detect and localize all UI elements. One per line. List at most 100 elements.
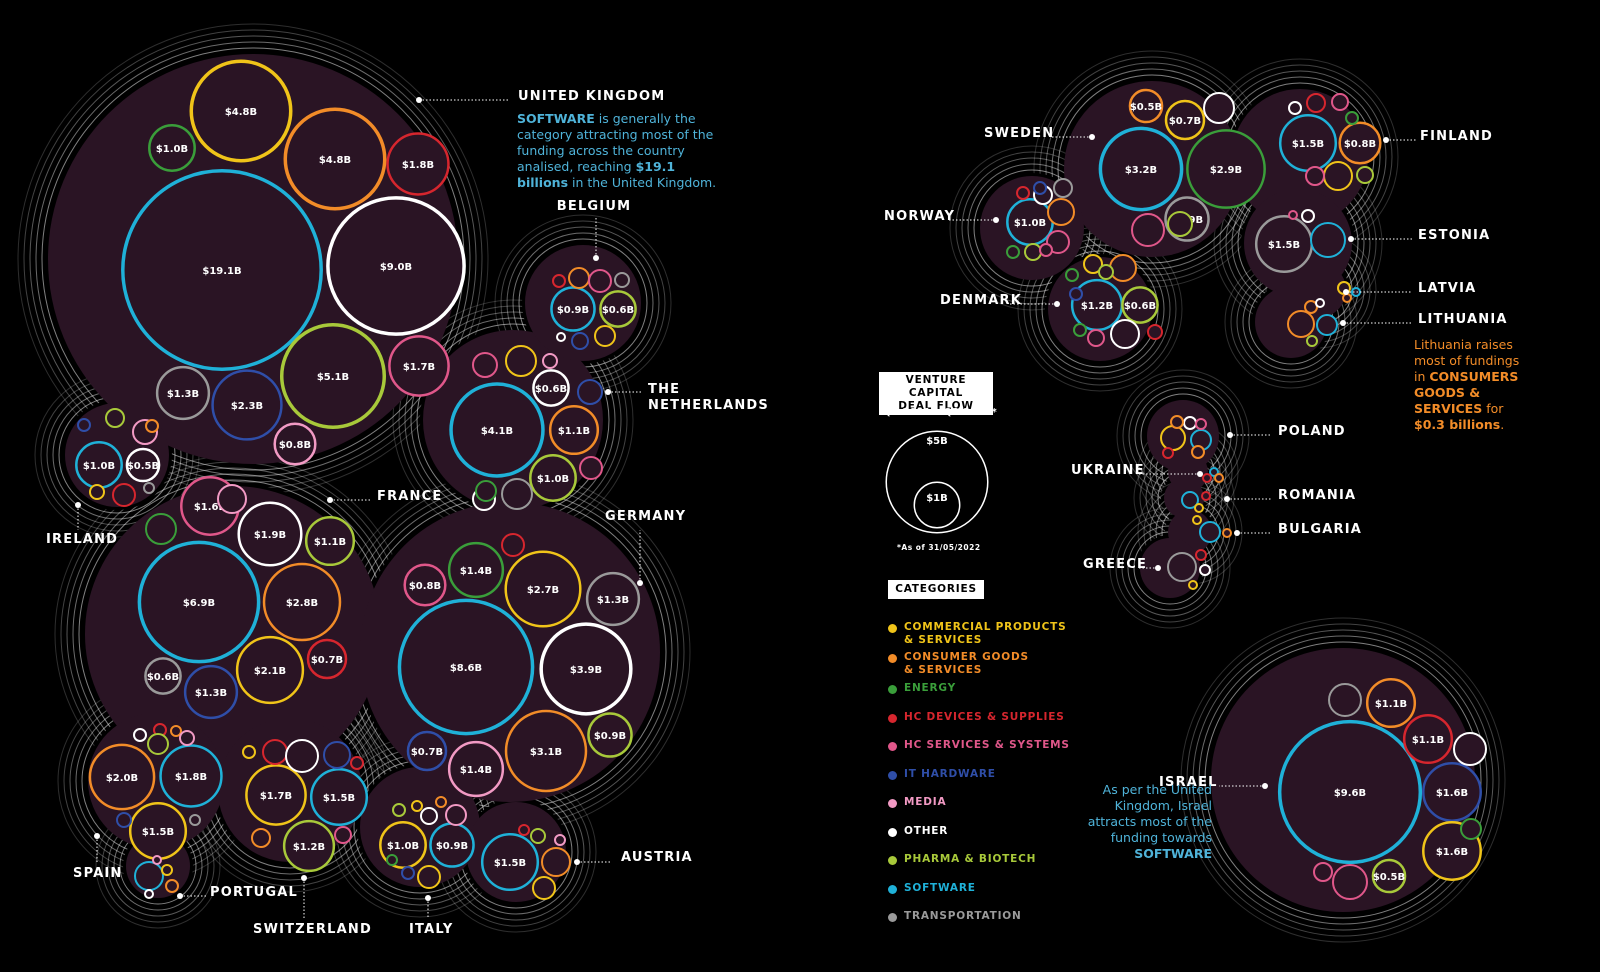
leader-dot	[1054, 301, 1060, 307]
bubble-consumer	[262, 562, 342, 642]
bubble-small-other	[285, 739, 319, 773]
country-label-austria: AUSTRIA	[621, 850, 693, 865]
bubble-small-hcdevices	[1162, 447, 1174, 459]
bubble-small-consumer	[1109, 254, 1137, 282]
bubble-small-commercial	[411, 800, 423, 812]
bubble-small-hcdevices	[1202, 473, 1212, 483]
bubble-small-hcservices	[1039, 243, 1053, 257]
country-label-estonia: ESTONIA	[1418, 228, 1490, 243]
legend-swatch-hcdevices	[888, 714, 897, 723]
leader-dot	[1224, 496, 1230, 502]
bubble-hcservices	[388, 335, 450, 397]
bubble-value-label: $0.9B	[594, 731, 626, 742]
bubble-value-label: $1.5B	[142, 827, 174, 838]
bubble-ithardware	[406, 730, 448, 772]
bubble-small-transport	[1053, 178, 1073, 198]
bubble-small-media	[554, 834, 566, 846]
bubble-small-hcservices	[1131, 213, 1165, 247]
bubble-value-label: $0.9B	[557, 305, 589, 316]
leader-dot	[301, 875, 307, 881]
country-label-united-kingdom: UNITED KINGDOM	[518, 89, 665, 104]
bubble-hcservices	[403, 563, 447, 607]
bubble-transport	[585, 571, 641, 627]
bubble-small-hcservices	[1332, 864, 1368, 900]
bubble-small-consumer	[1287, 310, 1315, 338]
bubble-value-label: $1.3B	[597, 595, 629, 606]
bubble-hcdevices	[306, 638, 348, 680]
bubble-small-energy	[386, 854, 398, 866]
bubble-software	[550, 286, 596, 332]
bubble-value-label: $1.1B	[314, 537, 346, 548]
bubble-small-media	[152, 855, 162, 865]
bubble-small-hcdevices	[501, 533, 525, 557]
bubble-small-pharma	[530, 828, 546, 844]
bubble-value-label: $1.3B	[195, 688, 227, 699]
halo-ring	[1115, 513, 1225, 623]
country-label-norway: NORWAY	[884, 209, 955, 224]
size-legend-1b	[913, 481, 961, 529]
leader-dot	[1155, 565, 1161, 571]
bubble-value-label: $1.8B	[402, 160, 434, 171]
country-label-greece: GREECE	[1083, 557, 1147, 572]
country-label-lithuania: LITHUANIA	[1418, 312, 1508, 327]
bubble-small-commercial	[532, 876, 556, 900]
bubble-small-consumer	[170, 725, 182, 737]
bubble-value-label: $0.5B	[1130, 102, 1162, 113]
leader-dot	[1340, 320, 1346, 326]
bubble-value-label: $0.6B	[1124, 301, 1156, 312]
leader-dot	[1348, 236, 1354, 242]
bubble-value-label: $1.0B	[537, 474, 569, 485]
bubble-value-label: $6.9B	[183, 598, 215, 609]
leader-dot	[993, 217, 999, 223]
bubble-small-pharma	[1306, 335, 1318, 347]
bubble-value-label: $4.1B	[481, 426, 513, 437]
country-label-france: FRANCE	[377, 489, 442, 504]
bubble-value-label: $3.2B	[1125, 165, 1157, 176]
bubble-value-label: $1.0B	[1014, 218, 1046, 229]
leader-dot	[1262, 783, 1268, 789]
bubble-small-media	[445, 804, 467, 826]
bubble-value-label: $0.6B	[602, 305, 634, 316]
country-label-sweden: SWEDEN	[984, 126, 1054, 141]
legend-label-commercial: COMMERCIAL PRODUCTS & SERVICES	[904, 621, 1067, 646]
bubble-other	[326, 196, 466, 336]
leader-dot	[177, 893, 183, 899]
leader-dot	[1227, 432, 1233, 438]
bubble-software	[1277, 719, 1423, 865]
bubble-value-label: $3.1B	[530, 747, 562, 758]
bubble-value-label: $0.7B	[411, 747, 443, 758]
bubble-small-pharma	[392, 803, 406, 817]
bubble-hcdevices	[1402, 713, 1454, 765]
halo-ring	[1121, 519, 1219, 617]
legend-label-media: MEDIA	[904, 796, 947, 808]
bubble-hcdevices	[386, 132, 450, 196]
leader-dot	[1383, 137, 1389, 143]
bubble-pharma	[587, 712, 633, 758]
legend-label-hcservices: HC SERVICES & SYSTEMS	[904, 739, 1070, 751]
legend-swatch-transport	[888, 913, 897, 922]
bubble-value-label: $2.8B	[286, 598, 318, 609]
leader-dot	[327, 497, 333, 503]
bubble-small-software	[1310, 222, 1346, 258]
bubble-value-label: $4.8B	[225, 107, 257, 118]
bubble-value-label: $2.3B	[231, 401, 263, 412]
bubble-software	[159, 744, 223, 808]
bubble-value-label: $1.4B	[460, 765, 492, 776]
bubble-small-transport	[189, 814, 201, 826]
bubble-small-consumer	[435, 796, 447, 808]
bubble-small-energy	[1345, 111, 1359, 125]
bubble-small-other	[1110, 319, 1140, 349]
bubble-software	[137, 540, 261, 664]
legend-label-pharma: PHARMA & BIOTECH	[904, 853, 1037, 865]
halo-ring	[1180, 617, 1506, 943]
leader-dot	[593, 255, 599, 261]
leader-dot	[574, 859, 580, 865]
country-label-finland: FINLAND	[1420, 129, 1493, 144]
bubble-value-label: $1.9B	[254, 530, 286, 541]
legend-swatch-other	[888, 828, 897, 837]
bubble-consumer	[1338, 121, 1382, 165]
bubble-small-energy	[1006, 245, 1020, 259]
bubble-value-label: $0.7B	[311, 655, 343, 666]
bubble-small-transport	[1328, 683, 1362, 717]
